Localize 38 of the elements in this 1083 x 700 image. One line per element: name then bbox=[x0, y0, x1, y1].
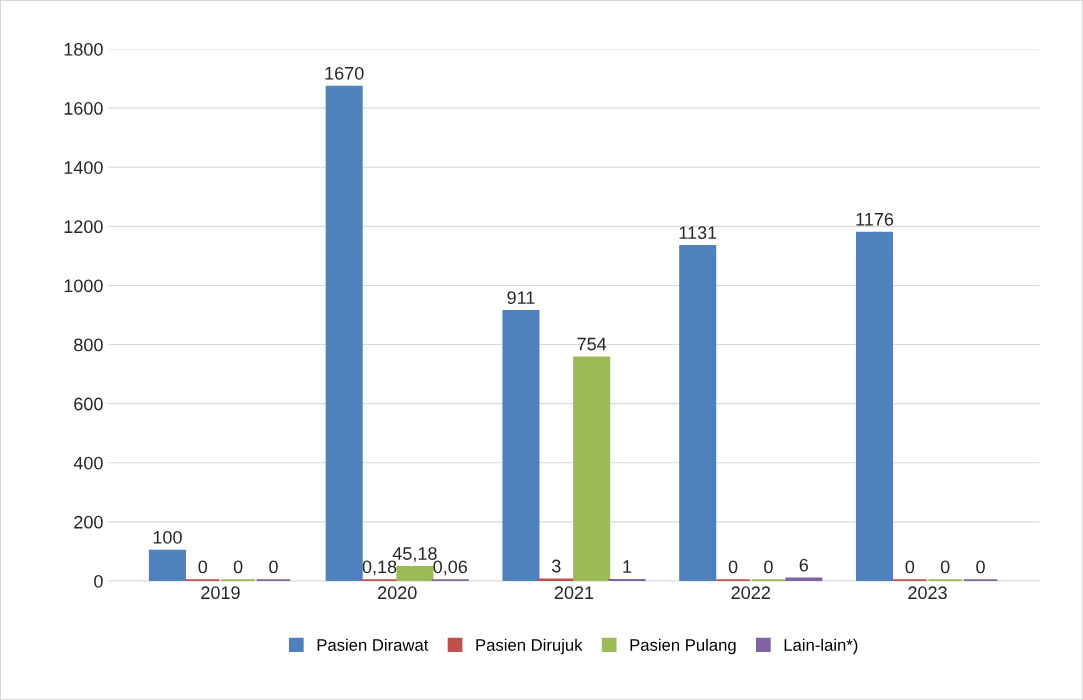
y-tick-label: 1800 bbox=[64, 42, 103, 56]
legend-label: Pasien Dirawat bbox=[317, 638, 429, 651]
data-label: 1 bbox=[623, 560, 632, 573]
x-tick-label: 2023 bbox=[908, 586, 947, 600]
x-tick-label: 2021 bbox=[554, 586, 594, 600]
y-tick-label: 400 bbox=[73, 456, 103, 470]
data-label: 1176 bbox=[856, 212, 894, 226]
data-label: 3 bbox=[551, 559, 561, 573]
data-label: 0,06 bbox=[433, 560, 468, 576]
legend-label: Pasien Pulang bbox=[630, 638, 736, 655]
y-tick-label: 1600 bbox=[64, 102, 103, 115]
data-label: 0 bbox=[905, 560, 915, 574]
data-label: 0 bbox=[728, 560, 738, 574]
y-tick-label: 1000 bbox=[64, 279, 103, 293]
data-label: 100 bbox=[153, 530, 182, 544]
data-label: 911 bbox=[507, 291, 535, 305]
data-label: 6 bbox=[799, 558, 809, 572]
y-tick-label: 200 bbox=[74, 515, 103, 529]
x-tick-label: 2020 bbox=[378, 586, 417, 600]
data-label: 0 bbox=[233, 560, 243, 574]
data-label: 0 bbox=[976, 560, 985, 574]
data-label: 1670 bbox=[325, 66, 364, 80]
y-tick-label: 0 bbox=[94, 574, 103, 588]
data-label: 0 bbox=[940, 560, 950, 574]
y-tick-label: 600 bbox=[74, 397, 103, 411]
data-label: 0 bbox=[764, 560, 773, 574]
y-tick-label: 1200 bbox=[64, 220, 103, 234]
legend-label: Pasien Dirujuk bbox=[476, 638, 583, 655]
data-label: 754 bbox=[577, 337, 607, 351]
y-tick-label: 800 bbox=[74, 338, 103, 352]
y-tick-label: 1400 bbox=[64, 161, 103, 174]
data-label: 0 bbox=[198, 560, 208, 574]
x-tick-label: 2019 bbox=[201, 586, 240, 600]
data-label: 45,18 bbox=[392, 547, 437, 563]
data-label: 0 bbox=[269, 560, 278, 574]
x-tick-label: 2022 bbox=[731, 586, 770, 600]
legend-label: Lain-lain*) bbox=[784, 638, 858, 655]
data-label: 1131 bbox=[679, 226, 717, 239]
